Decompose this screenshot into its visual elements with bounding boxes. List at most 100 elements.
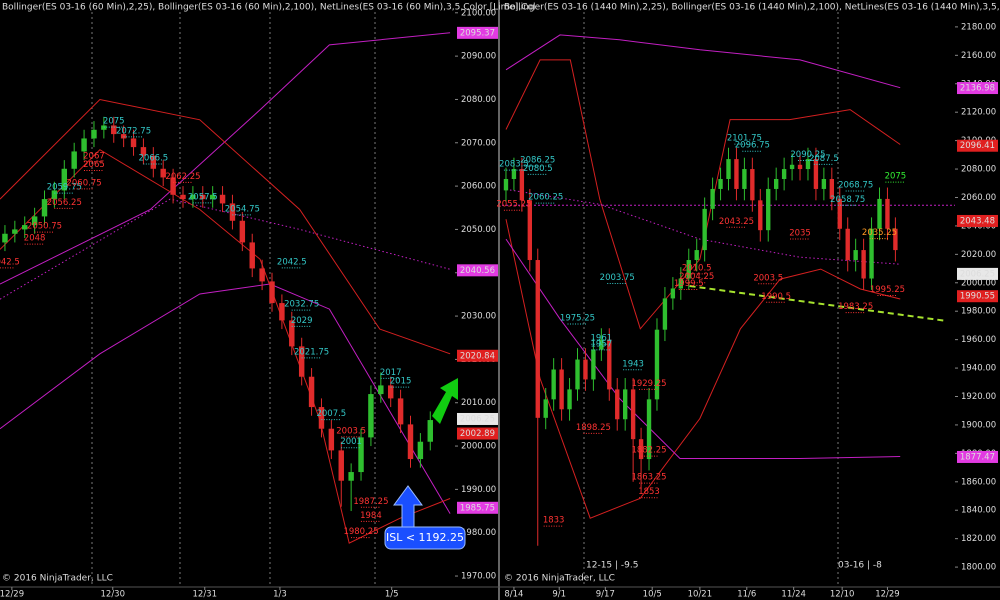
candle-body: [120, 134, 127, 139]
level-label: 2055.25: [496, 200, 531, 210]
price-marker: [957, 82, 998, 95]
level-label: 2004.25: [679, 272, 714, 282]
indicator-line: [505, 59, 901, 330]
level-label: 2007.5: [316, 409, 346, 419]
level-label: 2042.5: [277, 257, 307, 267]
level-label: 1975.25: [560, 313, 595, 323]
candle-body: [869, 228, 874, 279]
y-tick-label: 1960.00: [961, 335, 996, 345]
y-tick-label: 1920.00: [961, 392, 996, 402]
level-label: 2096.75: [735, 141, 770, 151]
y-tick-label: 2070.00: [461, 138, 496, 148]
level-label: 2003.5: [753, 273, 783, 283]
x-tick-label: 11/6: [737, 590, 756, 600]
candle-body: [710, 188, 715, 209]
candle-body: [591, 349, 596, 380]
candle-body: [511, 169, 517, 180]
candle-body: [821, 179, 827, 189]
green-arrow: [432, 378, 458, 424]
price-marker-label: 2006.25: [460, 414, 495, 424]
price-marker: [457, 501, 498, 514]
candle-body: [686, 260, 691, 279]
candle-body: [607, 339, 612, 390]
candle-body: [111, 125, 117, 135]
y-tick-label: 1980.00: [461, 528, 496, 538]
x-tick-label: 10/21: [688, 590, 713, 600]
candle-body: [427, 420, 433, 442]
x-tick-label: 12/29: [875, 590, 900, 600]
level-label: 2080.5: [523, 164, 553, 174]
x-tick-label: 12/30: [101, 590, 126, 600]
candle-body: [535, 260, 540, 418]
price-marker: [457, 26, 498, 39]
candle-body: [249, 242, 255, 269]
level-label: 2068.75: [838, 181, 873, 191]
indicator-line: [689, 285, 947, 322]
candle-body: [718, 179, 723, 189]
candle-body: [877, 198, 882, 229]
candle-body: [239, 220, 246, 243]
price-marker: [957, 139, 998, 152]
candle-body: [885, 198, 890, 229]
y-tick-label: 1860.00: [961, 477, 996, 487]
y-tick-label: 1820.00: [961, 534, 996, 544]
y-tick-label: 2000.00: [461, 442, 496, 452]
candle-body: [551, 369, 556, 400]
candle-body: [861, 250, 866, 279]
indicator-line: [0, 98, 451, 355]
y-tick-label: 2050.00: [461, 225, 496, 235]
copyright: © 2016 NinjaTrader, LLC: [2, 574, 113, 584]
candle-body: [180, 194, 186, 200]
candle-body: [567, 389, 572, 410]
candle-body: [837, 198, 842, 229]
y-tick-label: 1900.00: [961, 420, 996, 430]
level-label: 2010.5: [682, 263, 712, 273]
y-tick-label: 1840.00: [961, 506, 996, 516]
level-label: 2035.25: [862, 228, 897, 238]
x-tick-label: 9/17: [596, 590, 615, 600]
level-label: 1983.25: [838, 302, 873, 312]
y-tick-label: 1980.00: [961, 307, 996, 317]
candle-body: [417, 441, 424, 460]
candle-body: [348, 472, 354, 481]
candle-body: [893, 228, 898, 251]
x-tick-label: 8/14: [504, 590, 523, 600]
level-label: 2054.75: [225, 204, 260, 214]
level-label: 2075: [885, 172, 907, 182]
level-label: 2057.5: [188, 192, 218, 202]
plot-layer: 1970.00 1980.00 1990.00 2000.00 2010.00 2020.…: [0, 8, 998, 600]
candle-body: [543, 399, 548, 418]
x-tick-label: 9/1: [552, 590, 566, 600]
level-label: 2056.25: [47, 198, 82, 208]
indicator-line: [0, 283, 451, 514]
y-tick-label: 2180.00: [961, 22, 996, 32]
price-marker-label: 1985.75: [460, 503, 495, 513]
price-marker-label: 1990.55: [960, 292, 995, 302]
candle-body: [845, 228, 850, 261]
level-label: 2065: [83, 160, 105, 170]
candle-body: [229, 203, 236, 221]
candle-body: [130, 138, 137, 148]
candle-body: [766, 188, 771, 231]
candle-body: [71, 151, 77, 169]
level-label: 1853: [638, 487, 660, 497]
candle-body: [2, 233, 8, 243]
level-label: 2003.75: [600, 273, 635, 283]
candle-body: [853, 250, 858, 261]
candle-body: [646, 399, 652, 460]
level-label: 2015: [390, 377, 412, 387]
candle-body: [298, 346, 305, 377]
candle-body: [773, 179, 779, 189]
y-tick-label: 2060.00: [961, 193, 996, 203]
x-tick-label: 1/5: [385, 590, 399, 600]
level-label: 1995.25: [870, 285, 905, 295]
y-tick-label: 2060.00: [461, 182, 496, 192]
y-tick-label: 2000.00: [961, 278, 996, 288]
level-label: 1929.25: [631, 379, 666, 389]
level-label: 2060.25: [528, 193, 563, 203]
candle-body: [527, 200, 533, 261]
candle-body: [368, 394, 374, 438]
candle-body: [503, 179, 509, 191]
level-label: 2072.75: [116, 126, 151, 136]
